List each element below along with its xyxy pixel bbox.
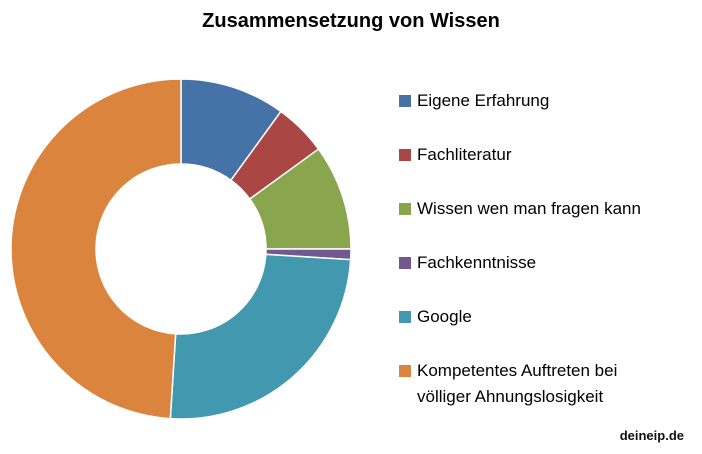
legend-item-eigene-erfahrung: Eigene Erfahrung — [399, 88, 549, 114]
legend-label: Fachliteratur — [417, 145, 512, 164]
legend-label: Kompetentes Auftreten bei völliger Ahnun… — [417, 361, 618, 406]
chart-title: Zusammensetzung von Wissen — [202, 10, 500, 32]
legend-label: Eigene Erfahrung — [417, 91, 550, 110]
donut-chart — [10, 78, 352, 420]
legend-item-fachliteratur: Fachliteratur — [399, 142, 511, 168]
legend-swatch — [399, 149, 411, 161]
donut-slice — [169, 253, 352, 420]
legend-swatch — [399, 257, 411, 269]
legend-item-fachkenntnisse: Fachkenntnisse — [399, 250, 536, 276]
legend-item-google: Google — [399, 304, 472, 330]
legend-swatch — [399, 95, 411, 107]
legend-swatch — [399, 311, 411, 323]
legend-label: Google — [417, 307, 472, 326]
legend-label: Fachkenntnisse — [417, 253, 537, 272]
legend-swatch — [399, 365, 411, 377]
watermark: deineip.de — [619, 428, 684, 443]
legend-label: Wissen wen man fragen kann — [417, 199, 641, 218]
legend-swatch — [399, 203, 411, 215]
legend-item-kompetentes-auftreten: Kompetentes Auftreten bei völliger Ahnun… — [399, 358, 617, 410]
donut-slice — [10, 78, 182, 420]
legend-item-wissen-wen-man-fragen-kann: Wissen wen man fragen kann — [399, 196, 641, 222]
